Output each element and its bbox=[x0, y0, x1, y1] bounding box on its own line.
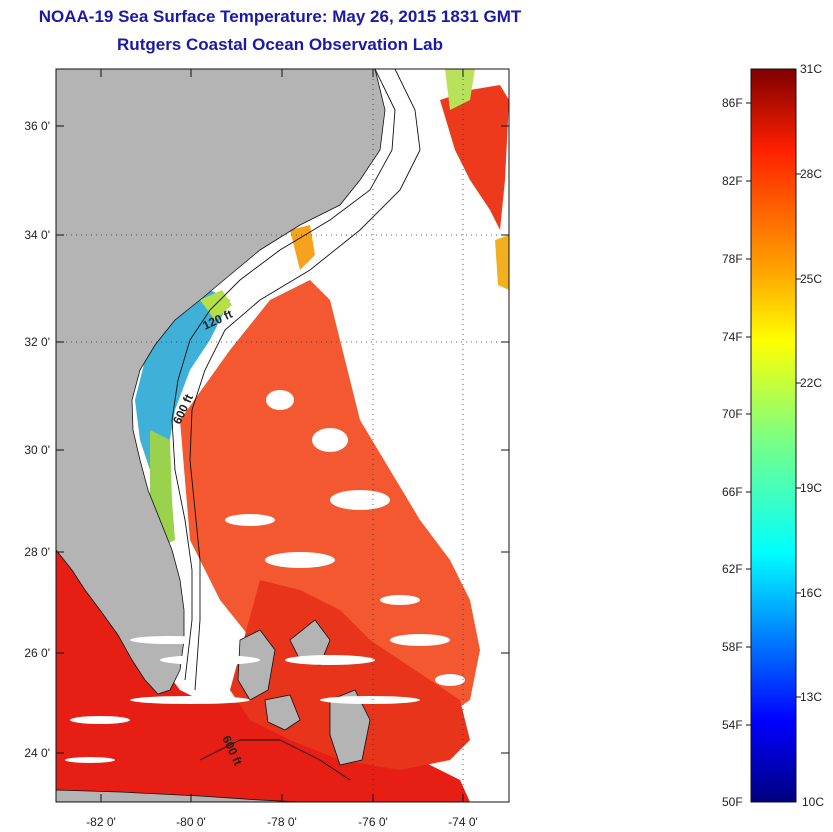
land-mass bbox=[56, 789, 301, 802]
colorbar-ticks bbox=[746, 102, 801, 726]
colorbar-c-label: 10C bbox=[802, 795, 825, 809]
land-mass bbox=[264, 694, 301, 731]
lon-ticks bbox=[100, 69, 464, 802]
lat-label: 34 0' bbox=[24, 228, 50, 242]
colorbar-c-label: 16C bbox=[800, 586, 823, 600]
colorbar-f-label: 58F bbox=[722, 640, 743, 654]
lon-label: -78 0' bbox=[267, 815, 297, 829]
cloud-patches bbox=[65, 390, 465, 763]
lat-label: 30 0' bbox=[24, 443, 50, 457]
lat-label: 28 0' bbox=[24, 545, 50, 559]
warm-water-region bbox=[495, 235, 509, 290]
colorbar-c-label: 25C bbox=[800, 272, 823, 286]
lon-label: -82 0' bbox=[86, 815, 116, 829]
map-title: NOAA-19 Sea Surface Temperature: May 26,… bbox=[38, 7, 522, 26]
cool-water-band bbox=[135, 290, 230, 480]
colorbar-f-label: 54F bbox=[722, 718, 743, 732]
colorbar-f-label: 66F bbox=[722, 485, 743, 499]
lat-lon-grid bbox=[56, 69, 509, 802]
colorbar bbox=[750, 68, 797, 803]
colorbar-f-label: 62F bbox=[722, 562, 743, 576]
lat-label: 32 0' bbox=[24, 335, 50, 349]
contour-120ft bbox=[171, 69, 396, 681]
land-mass bbox=[56, 69, 386, 695]
colorbar-f-label: 50F bbox=[722, 795, 743, 809]
lon-label: -80 0' bbox=[176, 815, 206, 829]
colorbar-f-label: 78F bbox=[722, 252, 743, 266]
contour-600ft bbox=[189, 69, 421, 691]
warm-water-region bbox=[445, 69, 475, 110]
colorbar-f-label: 70F bbox=[722, 407, 743, 421]
colorbar-c-label: 28C bbox=[800, 167, 823, 181]
lon-label: -74 0' bbox=[448, 815, 478, 829]
colorbar-f-label: 86F bbox=[722, 96, 743, 110]
colorbar-c-label: 13C bbox=[800, 690, 823, 704]
warm-water-region bbox=[440, 85, 509, 230]
lat-ticks bbox=[56, 125, 509, 754]
land-mass bbox=[237, 629, 276, 701]
colorbar-c-label: 19C bbox=[800, 481, 823, 495]
warm-water-region bbox=[56, 480, 470, 802]
map-subtitle: Rutgers Coastal Ocean Observation Lab bbox=[117, 35, 443, 54]
colorbar-f-label: 74F bbox=[722, 330, 743, 344]
colorbar-c-label: 22C bbox=[800, 376, 823, 390]
lat-label: 24 0' bbox=[24, 746, 50, 760]
contour-bahamas bbox=[199, 739, 351, 781]
colorbar-c-label: 31C bbox=[800, 62, 823, 76]
lat-label: 36 0' bbox=[24, 119, 50, 133]
cool-water-band bbox=[200, 290, 232, 320]
colorbar-f-label: 82F bbox=[722, 174, 743, 188]
lat-label: 26 0' bbox=[24, 646, 50, 660]
map-imagery bbox=[56, 69, 509, 802]
warm-water-region bbox=[290, 225, 315, 270]
land-mass bbox=[329, 689, 371, 766]
lon-label: -76 0' bbox=[358, 815, 388, 829]
